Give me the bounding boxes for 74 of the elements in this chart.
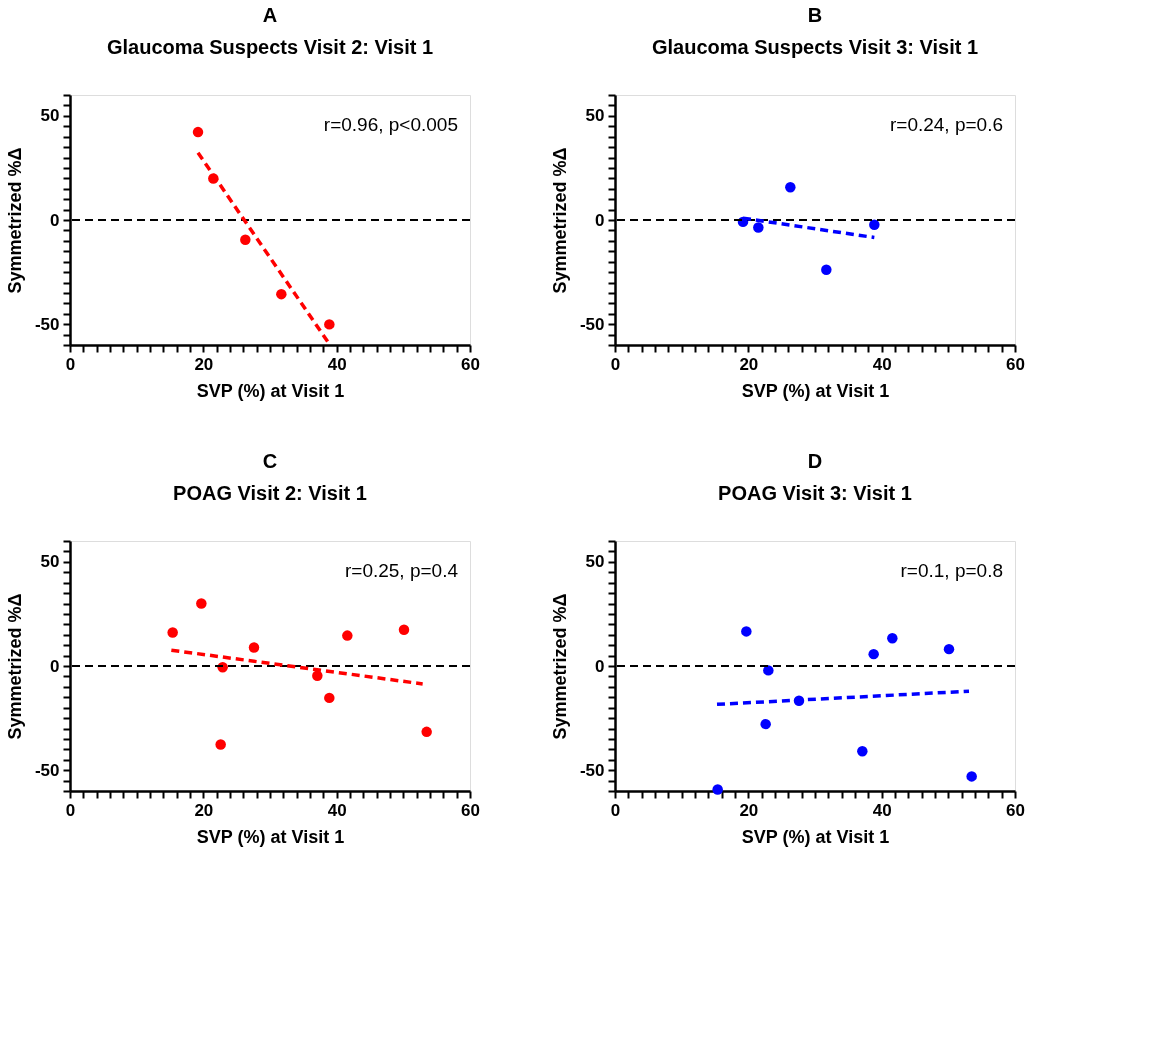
annotation: r=0.24, p=0.6 [889,114,1003,135]
chart-title: D [807,450,823,472]
x-tick-label: 20 [739,800,759,820]
y-tick-label: -50 [579,760,605,780]
y-tick-label: 50 [585,106,605,126]
point [760,718,771,730]
y-axis-title: Symmetrized %Δ [4,147,25,294]
point [857,745,868,757]
x-tick-label: 0 [610,354,621,374]
y-axis-title: Symmetrized %Δ [549,593,570,740]
y-axis-title: Symmetrized %Δ [549,147,570,294]
y-tick-label: 0 [50,210,60,230]
x-tick-label: 60 [1006,800,1025,820]
chart-title: B [807,4,823,26]
annotation: r=0.96, p<0.005 [323,114,458,135]
y-tick-label: 0 [50,656,60,676]
point [763,665,774,676]
point [248,642,260,653]
chart-subtitle: POAG Visit 2: Visit 1 [173,482,367,504]
x-tick-label: 40 [872,800,892,820]
x-axis-title: SVP (%) at Visit 1 [196,380,345,401]
x-tick-label: 0 [610,800,621,820]
y-tick-label: -50 [34,314,60,334]
y-axis-title: Symmetrized %Δ [4,593,25,740]
chart-subtitle: Glaucoma Suspects Visit 3: Visit 1 [651,36,979,58]
chart-subtitle: POAG Visit 3: Visit 1 [718,482,912,504]
x-axis-title: SVP (%) at Visit 1 [741,380,890,401]
x-tick-label: 0 [65,354,76,374]
point [324,319,335,330]
point [869,219,880,231]
point [324,692,335,704]
point [196,598,207,609]
point [192,126,204,138]
y-tick-label: 0 [595,656,605,676]
point [276,288,287,300]
x-tick-label: 60 [461,354,480,374]
point [421,726,432,738]
x-tick-label: 20 [739,354,759,374]
y-tick-label: -50 [579,314,605,334]
point [868,648,879,660]
x-tick-label: 20 [194,800,214,820]
point [342,630,353,641]
y-tick-label: 50 [40,106,60,126]
point [785,182,796,193]
x-tick-label: 60 [1006,354,1025,374]
point [943,643,955,655]
chart-title: A [262,4,278,26]
x-tick-label: 0 [65,800,76,820]
x-axis-title: SVP (%) at Visit 1 [196,826,345,847]
x-tick-label: 40 [872,354,892,374]
point [215,739,226,750]
chart-subtitle: Glaucoma Suspects Visit 2: Visit 1 [106,36,434,58]
point [167,627,178,638]
y-tick-label: 50 [40,552,60,572]
annotation: r=0.25, p=0.4 [344,560,459,581]
point [398,624,410,635]
y-tick-label: -50 [34,760,60,780]
point [312,670,323,682]
point [753,222,764,233]
x-tick-label: 60 [461,800,480,820]
chart-title: C [262,450,278,472]
point [966,771,977,782]
annotation: r=0.1, p=0.8 [900,560,1003,581]
y-tick-label: 50 [585,552,605,572]
x-axis-title: SVP (%) at Visit 1 [741,826,890,847]
x-tick-label: 40 [327,800,347,820]
point [712,784,723,795]
point [821,264,832,276]
x-tick-label: 40 [327,354,347,374]
point [887,633,898,644]
point [240,234,251,246]
y-tick-label: 0 [595,210,605,230]
x-tick-label: 20 [194,354,214,374]
point [741,626,752,637]
